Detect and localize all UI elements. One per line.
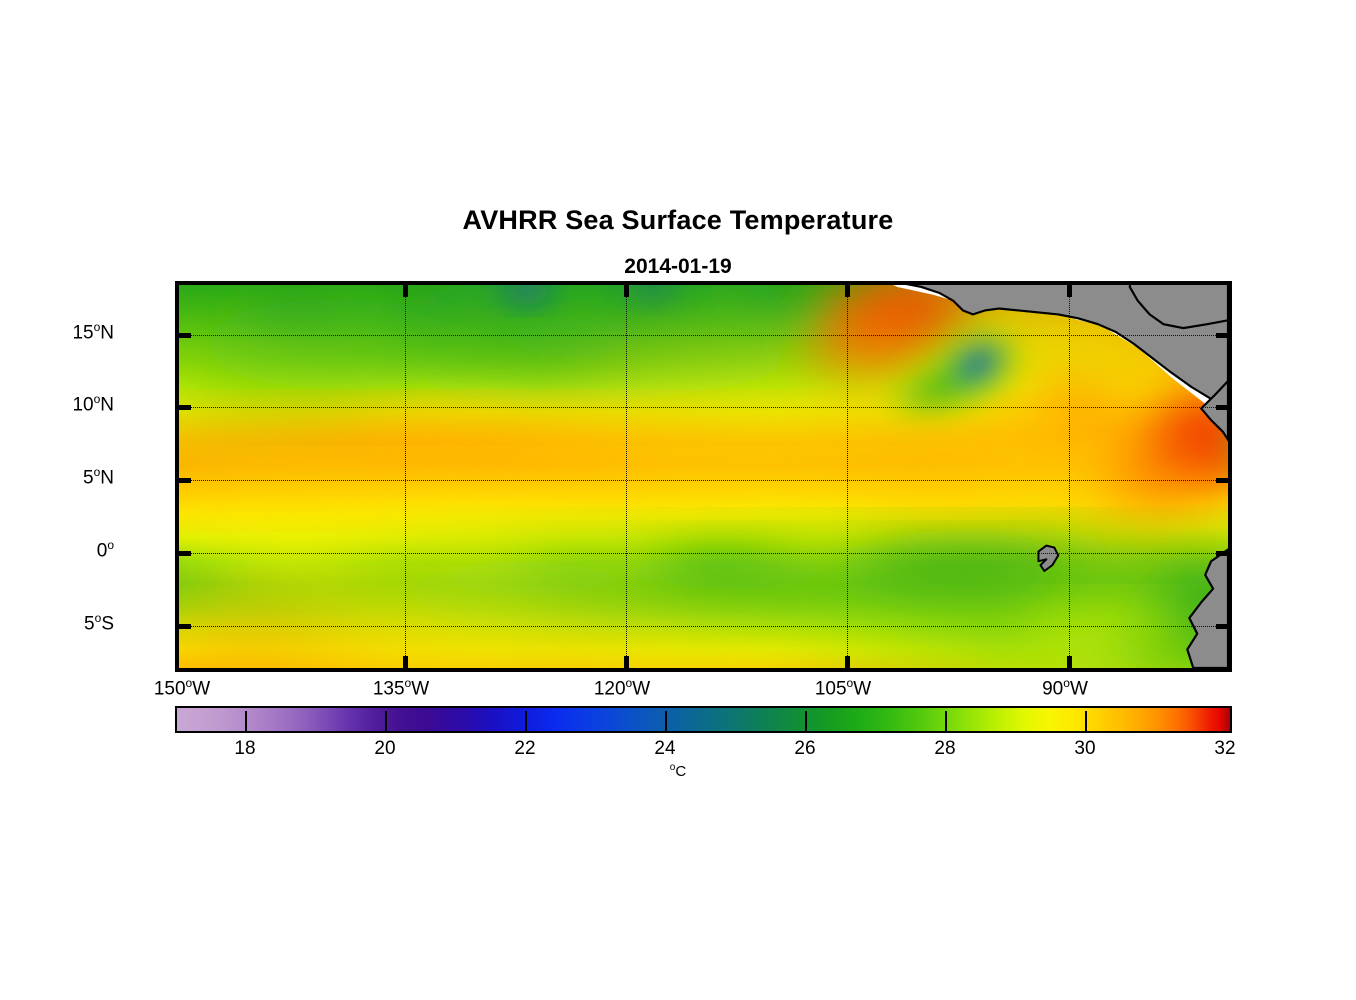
ytick-label-5s-hemi: S <box>101 613 114 635</box>
gridline-lon-90w <box>1069 285 1070 668</box>
degree-symbol: o <box>846 676 854 690</box>
colorbar-tick-18 <box>245 711 247 731</box>
xtick-105w <box>845 285 850 297</box>
xtick-label-90w-value: 90 <box>1042 678 1064 700</box>
ytick-label-15n-hemi: N <box>100 322 114 344</box>
degree-symbol: o <box>107 538 114 552</box>
colorbar-tick-24 <box>665 711 667 731</box>
peru-coast-landmass <box>1186 548 1228 668</box>
xtick-label-120w: 120oW <box>594 676 650 700</box>
xtick-label-90w: 90oW <box>1042 676 1088 700</box>
degree-symbol: o <box>404 676 412 690</box>
xtick-label-105w-hemi: W <box>853 678 872 700</box>
colorbar-gradient <box>177 708 1230 731</box>
xtick-135w <box>403 285 408 297</box>
colorbar-tick-28 <box>945 711 947 731</box>
colorbar-label-18: 18 <box>234 738 256 759</box>
xtick-label-90w-hemi: W <box>1069 678 1088 700</box>
degree-symbol: o <box>185 676 193 690</box>
yucatan-caribbean-landmass <box>1128 285 1228 330</box>
ytick-right-5n <box>1216 478 1228 483</box>
land-masses <box>893 285 1228 668</box>
colorbar-unit-letter: C <box>675 763 687 780</box>
colorbar-label-28: 28 <box>934 738 956 759</box>
xtick-label-135w-hemi: W <box>411 678 430 700</box>
gridline-lat-5n <box>179 480 1228 481</box>
ytick-label-5n-value: 5 <box>83 467 94 489</box>
gridline-lat-5s <box>179 626 1228 627</box>
ytick-label-5s: 5oS <box>0 611 114 635</box>
galapagos-islands-landmass <box>1037 544 1060 573</box>
xtick-label-135w: 135oW <box>373 676 429 700</box>
ytick-label-0: 0o <box>0 538 114 562</box>
xtick-label-120w-hemi: W <box>632 678 651 700</box>
figure-title: AVHRR Sea Surface Temperature <box>462 205 894 235</box>
colorbar <box>175 706 1232 733</box>
colorbar-label-20: 20 <box>374 738 396 759</box>
xtick-label-150w-hemi: W <box>192 678 211 700</box>
colorbar-tick-26 <box>805 711 807 731</box>
xtick-label-105w-value: 105 <box>814 678 847 700</box>
colorbar-label-32: 32 <box>1214 738 1236 759</box>
ytick-5s <box>179 624 191 629</box>
ytick-label-5n: 5oN <box>0 465 114 489</box>
ytick-10n <box>179 405 191 410</box>
gridline-lat-10n <box>179 407 1228 408</box>
xtick-label-105w: 105oW <box>815 676 871 700</box>
degree-symbol: o <box>625 676 633 690</box>
ytick-right-5s <box>1216 624 1228 629</box>
degree-symbol: o <box>93 465 101 479</box>
degree-symbol: o <box>93 392 101 406</box>
gridline-lat-0 <box>179 553 1228 554</box>
degree-symbol: o <box>94 611 102 625</box>
colorbar-tick-22 <box>525 711 527 731</box>
xtick-bottom-135w <box>403 656 408 668</box>
xtick-label-135w-value: 135 <box>372 678 405 700</box>
gridline-lon-135w <box>405 285 406 668</box>
ytick-right-0 <box>1216 551 1228 556</box>
xtick-label-120w-value: 120 <box>593 678 626 700</box>
xtick-bottom-105w <box>845 656 850 668</box>
colorbar-gradient-frame <box>175 706 1232 733</box>
ytick-5n <box>179 478 191 483</box>
gridline-lon-105w <box>847 285 848 668</box>
degree-symbol: o <box>93 320 101 334</box>
figure-subtitle: 2014-01-19 <box>624 255 732 278</box>
south-america-landmass <box>1199 379 1228 442</box>
gridline-lon-120w <box>626 285 627 668</box>
map-plot-area <box>175 281 1232 672</box>
degree-symbol: o <box>669 762 676 773</box>
colorbar-label-22: 22 <box>514 738 536 759</box>
ytick-label-15n-value: 15 <box>72 322 94 344</box>
ytick-label-0-value: 0 <box>96 540 108 562</box>
xtick-90w <box>1067 285 1072 297</box>
gridline-lat-15n <box>179 335 1228 336</box>
ytick-label-5n-hemi: N <box>100 467 114 489</box>
colorbar-unit-label: oC <box>0 762 1356 780</box>
xtick-label-150w-value: 150 <box>153 678 186 700</box>
ytick-15n <box>179 333 191 338</box>
colorbar-label-30: 30 <box>1074 738 1096 759</box>
ytick-label-10n-value: 10 <box>72 394 94 416</box>
ytick-label-5s-value: 5 <box>84 613 95 635</box>
degree-symbol: o <box>1063 676 1070 690</box>
ytick-right-10n <box>1216 405 1228 410</box>
ytick-label-10n: 10oN <box>0 392 114 416</box>
ytick-right-15n <box>1216 333 1228 338</box>
ytick-label-15n: 15oN <box>0 320 114 344</box>
xtick-bottom-90w <box>1067 656 1072 668</box>
sst-heatmap <box>179 285 1228 668</box>
xtick-label-150w: 150oW <box>154 676 210 700</box>
colorbar-label-26: 26 <box>794 738 816 759</box>
ytick-0 <box>179 551 191 556</box>
colorbar-tick-20 <box>385 711 387 731</box>
colorbar-tick-30 <box>1085 711 1087 731</box>
xtick-120w <box>624 285 629 297</box>
xtick-bottom-120w <box>624 656 629 668</box>
ytick-label-10n-hemi: N <box>100 394 114 416</box>
colorbar-label-24: 24 <box>654 738 676 759</box>
